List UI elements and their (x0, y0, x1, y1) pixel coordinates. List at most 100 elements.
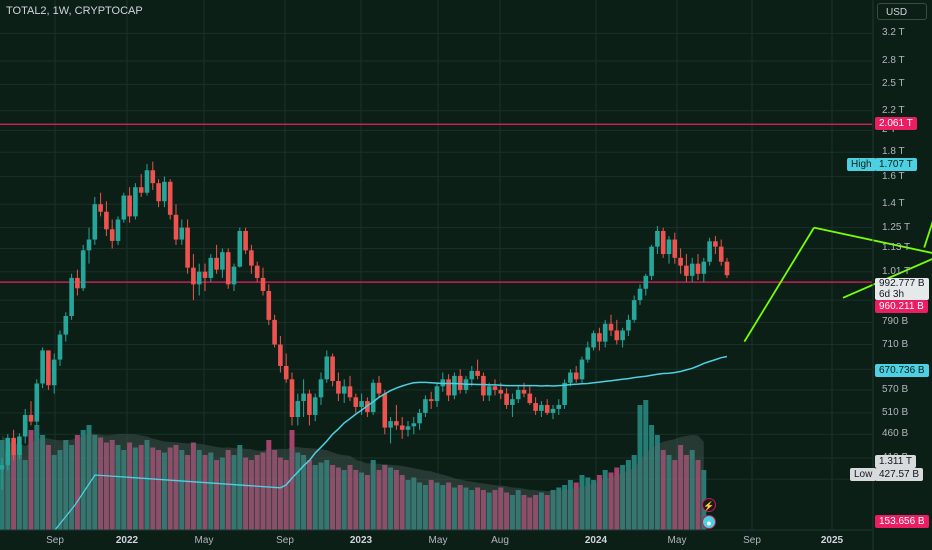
candle-body (568, 372, 573, 383)
y-tick-label: 2.5 T (882, 78, 905, 90)
y-tick-label: 1.01 T (882, 265, 911, 277)
volume-bar (579, 475, 585, 530)
volume-bar (504, 492, 510, 530)
volume-value-badge: 1.311 T (875, 455, 916, 468)
candle-body (544, 404, 550, 413)
candle-body (86, 239, 92, 251)
volume-bar (654, 435, 660, 530)
candle-body (98, 204, 103, 212)
volume-bar (98, 437, 104, 530)
y-tick-label: 1.4 T (882, 198, 905, 210)
candle-body (208, 257, 214, 278)
lightning-icon[interactable]: ⚡ (702, 498, 716, 512)
volume-bar (16, 445, 22, 530)
volume-bar (312, 465, 318, 530)
candle-body (301, 393, 306, 402)
candle-body (260, 277, 266, 291)
y-tick-label: 460 B (882, 428, 909, 440)
candle-body (591, 333, 596, 348)
volume-bar (608, 472, 614, 530)
volume-bar (637, 405, 643, 530)
volume-bar (103, 442, 109, 530)
y-tick-label: 1.6 T (882, 170, 905, 182)
candle-body (695, 263, 701, 274)
volume-bar (544, 495, 550, 530)
volume-bar (185, 455, 191, 530)
current-price-badge: 992.777 B 6d 3h (875, 278, 929, 300)
volume-bar (567, 480, 573, 530)
candle-body (341, 386, 347, 394)
currency-button[interactable]: USD (877, 3, 927, 20)
volume-bar (625, 460, 631, 530)
volume-bar (161, 452, 167, 530)
indicator-icon[interactable]: ● (702, 515, 716, 529)
volume-bar (63, 440, 69, 530)
volume-bar (237, 445, 243, 530)
candle-body (266, 290, 272, 320)
low-value-badge: 427.57 B (875, 468, 924, 481)
volume-bar (295, 452, 301, 530)
volume-bar (272, 450, 278, 530)
candle-body (550, 408, 556, 413)
volume-bar (92, 435, 98, 530)
candle-body (597, 333, 602, 342)
candle-body (359, 401, 364, 407)
candle-body (631, 300, 637, 320)
volume-bar (40, 435, 46, 530)
volume-bar (11, 455, 17, 530)
volume-bar (45, 445, 51, 530)
x-tick-label: 2022 (115, 535, 139, 546)
volume-bar (678, 445, 684, 530)
candle-body (144, 170, 150, 193)
candle-body (475, 370, 480, 376)
volume-bar (121, 450, 127, 530)
candle-body (185, 227, 190, 268)
volume-bar (219, 457, 225, 530)
volume-bar (446, 482, 452, 530)
volume-bar (34, 425, 40, 530)
candle-body (579, 359, 585, 380)
candle-body (254, 265, 260, 278)
candle-body (602, 323, 608, 342)
volume-bar (277, 457, 283, 530)
candle-body (614, 330, 620, 341)
pattern-breakout-projection (923, 221, 932, 248)
candle-body (336, 381, 341, 394)
volume-bar (173, 445, 179, 530)
candle-body (324, 356, 330, 380)
candle-body (109, 229, 115, 241)
volume-bar (602, 470, 608, 530)
candle-body (22, 414, 28, 437)
volume-bar (22, 460, 28, 530)
volume-bar (457, 485, 463, 530)
candle-body (626, 319, 631, 331)
volume-bar (469, 490, 475, 530)
volume-bar (150, 447, 156, 530)
volume-bar (109, 440, 115, 530)
x-tick-label: May (428, 535, 448, 546)
volume-bar (492, 490, 498, 530)
volume-bar (695, 460, 701, 530)
y-tick-label: 3.2 T (882, 27, 905, 39)
candle-body (92, 204, 98, 240)
candle-body (353, 397, 359, 407)
candle-body (51, 359, 57, 386)
candle-body (231, 266, 237, 285)
low-tag: Low (850, 468, 877, 481)
candle-body (28, 414, 34, 422)
volume-bar (347, 465, 353, 530)
candle-body (330, 356, 335, 382)
candle-body (121, 195, 127, 220)
volume-bar (533, 495, 539, 530)
volume-bar (144, 440, 150, 530)
candle-body (388, 421, 393, 428)
candle-body (701, 261, 707, 274)
volume-bar (167, 447, 173, 530)
candle-body (672, 239, 678, 258)
volume-bar (527, 497, 533, 530)
candle-body (689, 263, 695, 276)
candle-body (411, 423, 417, 427)
volume-bar (225, 450, 231, 530)
volume-bar (28, 430, 34, 530)
